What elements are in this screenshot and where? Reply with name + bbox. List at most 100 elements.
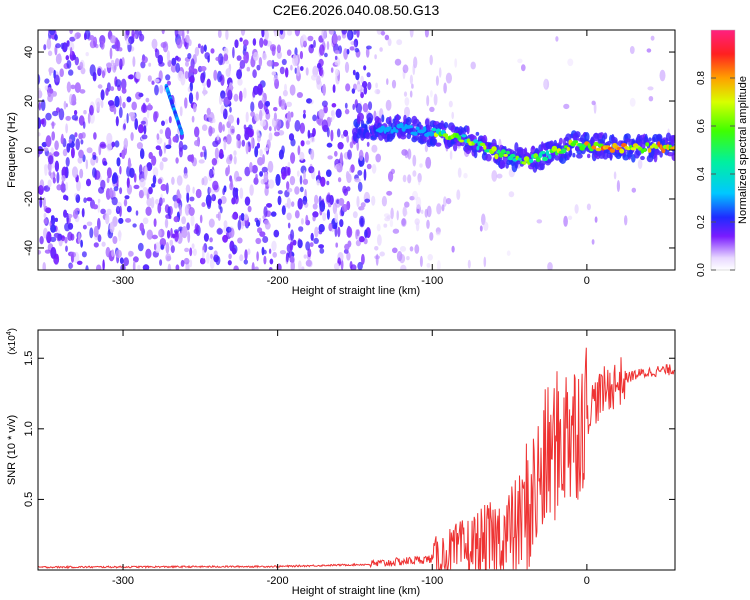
spectrogram-cell xyxy=(319,200,326,212)
spectrogram-cell xyxy=(68,69,74,76)
spectrogram-cell xyxy=(59,68,64,77)
spectrogram-cell xyxy=(449,150,453,160)
spectrogram-cell xyxy=(41,141,48,148)
spectrogram-cell xyxy=(426,263,431,268)
spectrogram-cell xyxy=(159,238,167,247)
spectrogram-cell xyxy=(165,127,171,140)
spectrogram-cell xyxy=(591,239,595,245)
colorbar-tick-label: 0.6 xyxy=(696,119,707,133)
spectrogram-cell xyxy=(172,233,175,239)
spectrogram-cell xyxy=(344,108,350,115)
spectrogram-cell xyxy=(347,30,354,41)
spectrogram-cell xyxy=(230,178,233,188)
spectrogram-cell xyxy=(363,86,368,95)
spectrogram-cell xyxy=(319,68,323,77)
spectrogram-cell xyxy=(110,60,115,65)
spectrogram-cell xyxy=(330,110,334,117)
spectrogram-cell xyxy=(251,262,255,270)
spectrogram-cell xyxy=(96,264,102,270)
spectrogram-cell xyxy=(433,93,438,106)
spectrogram-cell xyxy=(272,251,278,258)
spectrogram-cell xyxy=(321,100,328,108)
spectrogram-cell xyxy=(70,84,76,90)
spectrogram-cell xyxy=(155,199,159,205)
spectrogram-ridge-cell xyxy=(473,150,478,159)
spectrogram-cell xyxy=(256,142,260,149)
spectrogram-cell xyxy=(71,114,79,121)
spectrogram-cell xyxy=(616,180,621,192)
spectrogram-cell xyxy=(305,259,312,267)
spectrogram-cell xyxy=(336,199,340,204)
spectrogram-cell xyxy=(380,31,386,36)
spectrogram-cell xyxy=(136,142,143,150)
spectrogram-cell xyxy=(93,132,97,140)
spectrogram-cell xyxy=(109,187,113,197)
spectrogram-cell xyxy=(115,249,122,259)
spectrogram-cell xyxy=(435,227,441,235)
spectrogram-cell xyxy=(355,84,362,91)
spectrogram-cell xyxy=(637,159,643,170)
spectrogram-cell xyxy=(202,81,207,87)
spectrogram-cell xyxy=(401,218,406,226)
spectrogram-cell xyxy=(586,203,592,211)
spectrogram-cell xyxy=(268,132,273,142)
spectrogram-cell xyxy=(176,198,181,204)
spectrogram-cell xyxy=(51,215,54,221)
spectrogram-cell xyxy=(69,30,73,35)
spectrogram-cell xyxy=(269,258,274,265)
spectrogram-cell xyxy=(361,253,365,265)
spectrogram-cell xyxy=(134,118,138,130)
colorbar-label: Normalized spectral amplitude xyxy=(737,76,749,224)
spectrogram-cell xyxy=(86,147,93,154)
spectrogram-cell xyxy=(281,58,287,66)
y-tick-label: 0 xyxy=(23,147,35,153)
spectrogram-cell xyxy=(175,62,180,73)
snr-series xyxy=(38,347,675,570)
spectrogram-cell xyxy=(331,103,337,108)
spectrogram-cell xyxy=(412,154,417,167)
spectrogram-cell xyxy=(93,225,99,238)
spectrogram-cell xyxy=(112,172,118,184)
spectrogram-cell xyxy=(206,107,211,115)
spectrogram-cell xyxy=(43,185,51,192)
spectrogram-cell xyxy=(327,155,333,160)
spectrogram-cell xyxy=(424,30,429,38)
spectrogram-cell xyxy=(276,51,282,59)
spectrogram-cell xyxy=(132,260,136,270)
spectrogram-core-cell xyxy=(500,149,506,154)
spectrogram-cell xyxy=(310,149,315,160)
spectrogram-cell xyxy=(302,178,308,185)
spectrogram-cell xyxy=(40,99,46,112)
spectrogram-cell xyxy=(55,53,62,65)
spectrogram-cell xyxy=(276,44,281,54)
spectrogram-cell xyxy=(289,84,296,96)
spectrogram-cell xyxy=(131,101,137,111)
spectrogram-cell xyxy=(119,187,123,195)
spectrogram-cell xyxy=(171,57,177,66)
spectrogram-cell xyxy=(257,157,264,166)
spectrogram-cell xyxy=(483,256,487,268)
spectrogram-cell xyxy=(374,88,381,95)
spectrogram-cell xyxy=(416,204,421,215)
spectrogram-cell xyxy=(343,248,349,254)
spectrogram-cell xyxy=(165,144,172,149)
spectrogram-cell xyxy=(237,219,242,231)
spectrogram-cell xyxy=(163,142,167,154)
spectrogram-ridge-cell xyxy=(453,143,458,152)
spectrogram-cell xyxy=(543,78,550,90)
spectrogram-cell xyxy=(419,163,423,168)
spectrogram-cell xyxy=(303,254,307,259)
spectrogram-cell xyxy=(448,100,453,108)
spectrogram-cell xyxy=(352,69,356,76)
spectrogram-cell xyxy=(203,44,207,52)
spectrogram-cell xyxy=(80,239,83,248)
spectrogram-cell xyxy=(65,115,71,121)
spectrogram-cell xyxy=(264,30,269,41)
spectrogram-cell xyxy=(336,128,341,138)
spectrogram-cell xyxy=(429,54,433,66)
spectrogram-cell xyxy=(236,69,243,80)
spectrogram-cell xyxy=(376,89,380,95)
spectrogram-cell xyxy=(70,253,75,263)
spectrogram-cell xyxy=(233,150,237,157)
spectrogram-cell xyxy=(521,64,526,72)
